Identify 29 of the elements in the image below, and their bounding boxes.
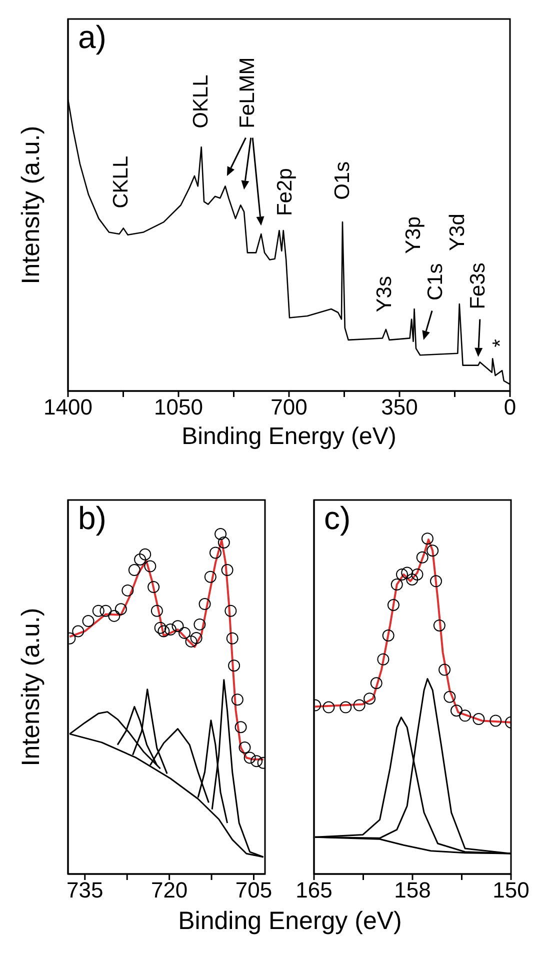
- x-axis-title: Binding Energy (eV): [177, 907, 403, 936]
- x-tick-label: 350: [381, 394, 418, 420]
- x-tick-label: 705: [235, 878, 272, 903]
- y-axis-title: Intensity (a.u.): [17, 126, 45, 284]
- chart-title: b): [78, 500, 106, 536]
- annotation: Y3s: [372, 276, 396, 312]
- x-tick-label: 0: [504, 394, 516, 420]
- annotation: CKLL: [110, 156, 133, 208]
- chart-title: c): [324, 500, 351, 536]
- x-axis-title: Binding Energy (eV): [182, 423, 396, 450]
- annotation: OKLL: [190, 74, 213, 128]
- x-tick-label: 1050: [154, 394, 203, 420]
- annotation: C1s: [424, 263, 447, 301]
- annotation: Y3d: [446, 214, 470, 251]
- x-tick-label: 1400: [44, 394, 92, 420]
- annotation: Y3p: [402, 216, 425, 254]
- x-tick-label: 165: [296, 878, 332, 903]
- annotation: *: [489, 339, 512, 348]
- y-axis-title: Intensity (a.u.): [17, 608, 45, 766]
- x-tick-label: 700: [270, 394, 308, 420]
- chart-title: a): [78, 19, 106, 55]
- annotation: Fe3s: [466, 262, 490, 310]
- x-tick-label: 720: [150, 878, 188, 903]
- annotation: Fe2p: [274, 168, 297, 216]
- x-tick-label: 150: [492, 878, 530, 903]
- annotation: FeLMM: [236, 57, 259, 128]
- x-tick-label: 158: [394, 878, 431, 903]
- annotation: O1s: [330, 161, 354, 200]
- x-tick-label: 735: [66, 878, 104, 903]
